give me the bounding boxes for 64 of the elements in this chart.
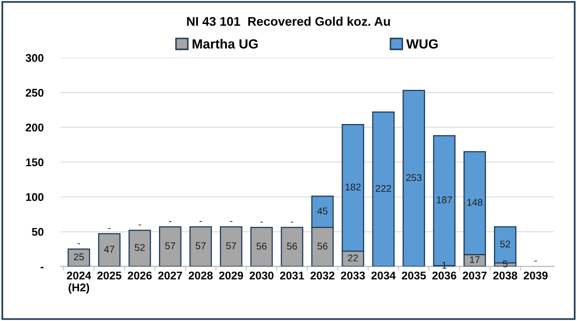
- data-label: 57: [196, 242, 206, 250]
- x-tick-label: 2027: [158, 272, 182, 280]
- data-label: 182: [346, 184, 361, 190]
- y-tick-label: 250: [26, 88, 44, 97]
- x-tick-label: 2039: [524, 272, 548, 280]
- x-tick-label: 2025: [97, 272, 122, 280]
- legend-label: Martha UG: [192, 38, 258, 49]
- data-label: 56: [287, 242, 298, 250]
- x-tick-label: 2033: [340, 272, 365, 280]
- x-tick-label: 2038: [493, 272, 518, 280]
- x-tick-label: 2030: [250, 272, 274, 280]
- data-label: -: [169, 221, 172, 222]
- x-tick-label: 2035: [402, 272, 426, 280]
- y-tick-label: 300: [26, 54, 44, 62]
- data-label: -: [230, 221, 232, 222]
- data-label: 57: [165, 242, 176, 250]
- y-tick-label: -: [40, 266, 44, 268]
- data-label: 47: [104, 246, 114, 253]
- bar: [98, 233, 121, 266]
- data-label: 52: [500, 240, 510, 248]
- bar: [68, 248, 90, 266]
- bar: [189, 226, 212, 266]
- bar: [402, 90, 426, 266]
- bar: [128, 230, 151, 266]
- y-tick-label: 50: [32, 228, 44, 236]
- y-tick-label: 150: [26, 158, 44, 166]
- data-label: 17: [470, 256, 480, 264]
- data-label: -: [138, 224, 141, 226]
- data-label: 45: [317, 208, 328, 214]
- y-tick-label: 200: [26, 124, 44, 132]
- data-label: 148: [467, 198, 482, 206]
- bar: [372, 111, 395, 266]
- x-tick-label: 2026: [128, 272, 152, 280]
- data-label: 57: [226, 242, 236, 250]
- x-tick-label: 2034: [371, 272, 396, 280]
- data-label: -: [534, 260, 537, 262]
- data-label: -: [78, 243, 80, 244]
- x-tick-label: 2028: [188, 272, 213, 280]
- x-tick-label: 2032: [310, 272, 334, 280]
- data-label: 253: [406, 174, 422, 182]
- data-label: -: [108, 228, 110, 229]
- data-label: 187: [436, 196, 452, 204]
- x-tick-label: 2037: [462, 272, 487, 280]
- bar: [280, 226, 304, 266]
- x-tick-label: 2024 (H2): [66, 272, 92, 294]
- data-label: 1: [442, 262, 447, 269]
- data-label: -: [290, 222, 294, 223]
- legend-label: WUG: [406, 39, 438, 49]
- data-label: 56: [256, 242, 267, 250]
- x-tick-label: 2036: [432, 272, 456, 280]
- x-tick-label: 2029: [219, 272, 244, 280]
- data-label: 25: [74, 253, 84, 260]
- bar: [159, 226, 182, 266]
- bar: [250, 226, 273, 266]
- data-label: -: [260, 222, 263, 223]
- bar: [220, 226, 242, 266]
- data-label: 22: [348, 254, 358, 262]
- chart-title: NI 43 101 Recovered Gold koz. Au: [187, 16, 390, 26]
- data-label: 52: [134, 244, 145, 251]
- x-tick-label: 2031: [280, 272, 304, 280]
- data-label: 56: [317, 242, 328, 250]
- y-tick-label: 100: [26, 193, 44, 202]
- data-label: -: [199, 221, 202, 222]
- data-label: 222: [376, 184, 392, 192]
